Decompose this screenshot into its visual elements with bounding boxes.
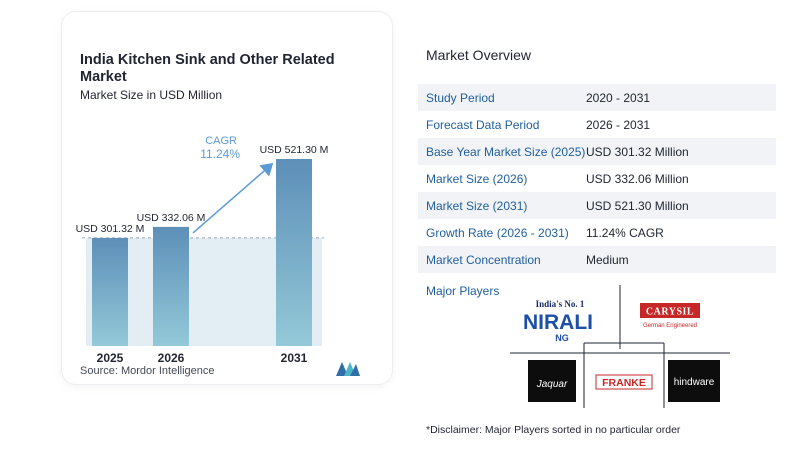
bar-2026 (153, 226, 189, 346)
overview-value: Medium (586, 252, 629, 267)
chart-title: India Kitchen Sink and Other Related Mar… (80, 52, 335, 85)
jaquar-logo: Jaquar (528, 360, 576, 402)
overview-row: Market Size (2031) USD 521.30 Million (418, 192, 776, 219)
disclaimer: *Disclaimer: Major Players sorted in no … (426, 424, 681, 436)
overview-row: Study Period 2020 - 2031 (418, 84, 776, 111)
mordor-logo-icon (336, 362, 360, 376)
carysil-sub: German Engineered (643, 323, 697, 329)
nirali-sub: NG (555, 333, 569, 343)
cagr-label: CAGR (205, 135, 237, 147)
carysil-wordmark: CARYSIL (646, 307, 694, 318)
overview-value: 2020 - 2031 (586, 90, 651, 105)
bar-value-label: USD 332.06 M (137, 212, 206, 224)
nirali-logo: India's No. 1 NIRALI NG (523, 299, 593, 343)
overview-label: Market Size (2031) (426, 198, 528, 213)
overview-label: Market Concentration (426, 252, 541, 267)
franke-wordmark: FRANKE (602, 377, 646, 389)
overview-row: Forecast Data Period 2026 - 2031 (418, 111, 776, 138)
franke-logo: FRANKE (595, 374, 653, 390)
overview-label: Market Size (2026) (426, 171, 528, 186)
chart-source: Source: Mordor Intelligence (80, 365, 215, 377)
overview-value: USD 521.30 Million (586, 198, 689, 213)
nirali-wordmark: NIRALI (523, 311, 593, 334)
hindware-wordmark: hindware (674, 377, 715, 388)
chart-subtitle: Market Size in USD Million (80, 88, 223, 102)
chart-card: India Kitchen Sink and Other Related Mar… (62, 12, 392, 384)
x-tick-label: 2031 (281, 351, 308, 365)
overview-row: Market Size (2026) USD 332.06 Million (418, 165, 776, 192)
bar-value-label: USD 301.32 M (76, 223, 145, 235)
bar-value-label: USD 521.30 M (260, 144, 329, 156)
nirali-tagline: India's No. 1 (536, 299, 585, 309)
overview-row: Growth Rate (2026 - 2031) 11.24% CAGR (418, 219, 776, 246)
overview-value: 2026 - 2031 (586, 117, 651, 132)
overview-row: Market Concentration Medium (418, 246, 776, 273)
overview-label: Study Period (426, 90, 495, 105)
major-players-title: Major Players (426, 284, 500, 298)
overview-title: Market Overview (426, 47, 532, 63)
overview-value: USD 301.32 Million (586, 144, 689, 159)
x-tick-label: 2026 (158, 351, 185, 365)
cagr-value: 11.24% (200, 147, 240, 161)
overview-label: Growth Rate (2026 - 2031) (426, 225, 569, 240)
cagr-arrow (192, 163, 274, 234)
bar-2031 (276, 159, 312, 346)
overview-label: Base Year Market Size (2025) (426, 144, 586, 159)
carysil-logo: CARYSIL German Engineered (640, 303, 700, 329)
overview-value: USD 332.06 Million (586, 171, 689, 186)
overview-value: 11.24% CAGR (586, 225, 664, 240)
jaquar-wordmark: Jaquar (536, 379, 568, 390)
major-players-logos: India's No. 1 NIRALI NG CARYSIL German E… (510, 285, 730, 408)
bar-2025 (92, 237, 128, 346)
overview-label: Forecast Data Period (426, 117, 540, 132)
overview-table: Study Period 2020 - 2031 Forecast Data P… (418, 84, 776, 273)
hindware-logo: hindware (668, 360, 720, 402)
x-tick-label: 2025 (97, 351, 124, 365)
overview-row: Base Year Market Size (2025) USD 301.32 … (418, 138, 776, 165)
